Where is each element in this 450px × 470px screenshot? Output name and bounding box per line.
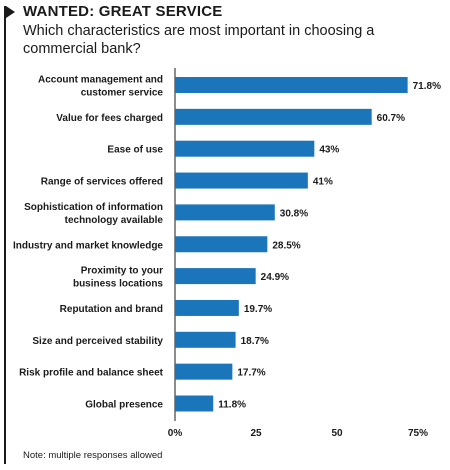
category-label: Risk profile and balance sheet xyxy=(19,368,164,379)
data-label: 19.7% xyxy=(244,304,272,315)
x-tick-label: 75% xyxy=(408,428,428,439)
bar xyxy=(175,331,236,348)
category-label: Global presence xyxy=(85,400,163,411)
rule-arrow-marker xyxy=(6,6,15,18)
data-label: 60.7% xyxy=(377,113,405,124)
left-rule xyxy=(4,6,6,464)
category-label: Reputation and brand xyxy=(60,304,163,315)
category-label: Industry and market knowledge xyxy=(13,240,163,251)
data-label: 30.8% xyxy=(280,208,308,219)
x-tick-label: 25 xyxy=(250,428,262,439)
data-label: 24.9% xyxy=(261,272,289,283)
category-label: Size and perceived stability xyxy=(32,336,163,347)
chart-subtitle: Which characteristics are most important… xyxy=(23,23,375,57)
bar xyxy=(175,363,233,380)
category-label: Account management and xyxy=(38,75,163,86)
footnote: Note: multiple responses allowed xyxy=(23,450,163,461)
bar xyxy=(175,236,268,253)
bar xyxy=(175,395,214,412)
data-label: 17.7% xyxy=(237,368,265,379)
category-label: business locations xyxy=(73,279,163,290)
bar xyxy=(175,172,308,189)
x-tick-label: 50 xyxy=(331,428,343,439)
data-label: 11.8% xyxy=(218,400,246,411)
category-label: Ease of use xyxy=(107,145,163,156)
data-label: 41% xyxy=(313,177,333,188)
bar xyxy=(175,77,408,93)
bar xyxy=(175,204,275,221)
bar xyxy=(175,108,372,125)
data-label: 71.8% xyxy=(413,81,441,92)
category-label: Value for fees charged xyxy=(56,113,163,124)
bar xyxy=(175,140,315,157)
bar xyxy=(175,268,256,285)
data-label: 28.5% xyxy=(272,240,300,251)
x-tick-label: 0% xyxy=(168,428,183,439)
chart-headline: WANTED: GREAT SERVICE xyxy=(23,3,223,20)
data-label: 43% xyxy=(319,145,339,156)
category-label: technology available xyxy=(65,215,164,226)
category-label: Range of services offered xyxy=(41,177,163,188)
category-label: customer service xyxy=(81,88,164,99)
category-label: Sophistication of information xyxy=(24,202,163,213)
category-label: Proximity to your xyxy=(81,266,163,277)
data-label: 18.7% xyxy=(241,336,269,347)
bar xyxy=(175,299,239,316)
